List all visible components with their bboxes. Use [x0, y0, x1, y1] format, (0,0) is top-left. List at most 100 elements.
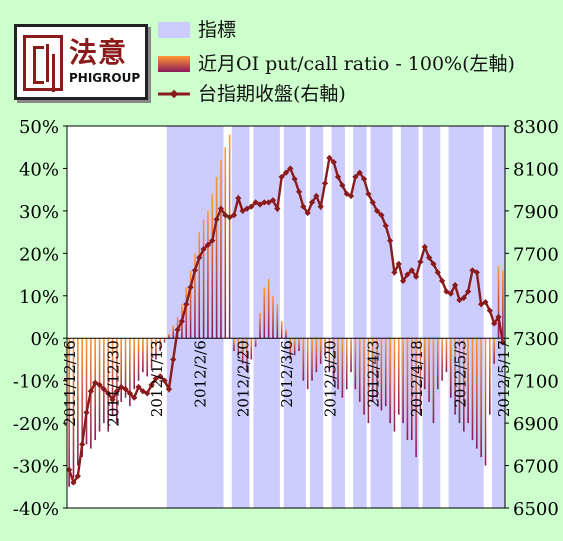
indicator-band	[361, 126, 367, 508]
futures-close-marker	[430, 260, 437, 268]
futures-close-marker	[226, 214, 233, 221]
indicator-band	[409, 126, 415, 508]
pcr-bar	[341, 338, 344, 398]
pcr-bar	[111, 338, 114, 415]
legend-swatch-bar	[158, 56, 190, 72]
pcr-bar	[402, 338, 404, 424]
pcr-bar	[484, 338, 487, 466]
pcr-bar	[419, 338, 422, 415]
pcr-bar	[324, 338, 326, 356]
indicator-band	[171, 126, 176, 508]
pcr-bar	[328, 338, 331, 373]
futures-close-marker	[460, 294, 467, 302]
y-left-tick-label: -10%	[13, 372, 59, 393]
indicator-band	[283, 126, 289, 508]
plot-frame	[66, 125, 506, 509]
pcr-bar	[458, 338, 461, 424]
indicator-band	[301, 126, 306, 508]
futures-close-marker	[222, 212, 229, 219]
pcr-bar	[241, 338, 244, 364]
legend-label-line: 台指期收盤(右軸)	[198, 83, 346, 105]
legend-label-bar: 近月OI put/call ratio - 100%(左軸)	[198, 53, 515, 75]
legend-label-band: 指標	[198, 19, 237, 41]
pcr-bar	[285, 329, 287, 339]
indicator-band	[288, 126, 293, 508]
pcr-bar	[298, 338, 300, 351]
indicator-band	[422, 126, 428, 508]
futures-close-marker	[412, 273, 420, 280]
pcr-bar	[389, 338, 391, 424]
pcr-bar	[415, 338, 417, 458]
pcr-bar	[436, 338, 439, 390]
pcr-bar	[215, 176, 218, 339]
futures-close-marker	[478, 301, 485, 308]
logo-cn-text: 法意	[69, 36, 128, 69]
phigroup-logo: 法意 PHIGROUP	[14, 24, 148, 100]
pcr-bar	[358, 338, 361, 402]
futures-close-marker	[183, 301, 190, 308]
pcr-bar	[233, 338, 235, 351]
pcr-bar	[354, 338, 357, 390]
pcr-bar	[493, 338, 495, 364]
indicator-band	[400, 126, 406, 508]
indicator-band	[353, 126, 358, 508]
pcr-bar	[476, 338, 478, 449]
futures-close-marker	[313, 192, 320, 200]
pcr-bar	[332, 338, 335, 381]
futures-close-marker	[408, 267, 415, 274]
y-right-tick-label: 8300	[513, 117, 559, 138]
pcr-bar	[363, 338, 365, 415]
indicator-band	[374, 126, 380, 508]
indicator-band	[370, 126, 376, 508]
x-tick-label: 2012/4/3	[365, 340, 383, 407]
y-right-tick-label: 6900	[513, 414, 559, 435]
futures-close-marker	[495, 313, 502, 321]
pcr-bar	[380, 338, 383, 411]
pcr-bar	[432, 338, 435, 424]
indicator-band	[318, 126, 324, 508]
pcr-bar	[254, 338, 257, 347]
futures-close-marker	[425, 254, 433, 261]
x-tick-label: 2012/2/6	[191, 340, 209, 407]
pcr-bar	[159, 338, 162, 351]
indicator-band	[166, 126, 172, 508]
pcr-bar	[246, 338, 248, 373]
futures-close-marker	[486, 307, 493, 314]
pcr-bar	[428, 338, 430, 402]
y-left-tick-label: 20%	[19, 244, 59, 265]
x-tick-label: 2012/5/17	[495, 340, 513, 417]
futures-close-marker	[235, 195, 242, 202]
futures-close-marker	[469, 267, 476, 274]
y-left-tick-label: -40%	[13, 499, 59, 520]
futures-close-marker	[386, 237, 394, 244]
indicator-band	[413, 126, 419, 508]
pcr-bar	[376, 338, 378, 398]
pcr-bar	[406, 338, 409, 441]
pcr-bar	[289, 338, 292, 360]
pcr-bar	[129, 338, 131, 407]
pcr-bar	[194, 253, 196, 339]
legend-swatch-line	[158, 89, 190, 99]
futures-close-marker	[499, 339, 506, 346]
pcr-bar	[445, 338, 448, 373]
pcr-bar	[133, 338, 136, 390]
x-tick-label: 2012/2/20	[235, 340, 253, 417]
y-right-tick-label: 7300	[513, 329, 559, 350]
pcr-bar	[272, 295, 274, 339]
indicator-band	[448, 126, 454, 508]
y-right-tick-label: 7100	[513, 372, 559, 393]
pcr-bar	[72, 338, 75, 479]
pcr-bar	[345, 338, 348, 390]
futures-close-marker	[343, 190, 350, 198]
indicator-band	[331, 126, 337, 508]
pcr-bar	[302, 338, 305, 381]
indicator-band	[387, 126, 393, 508]
indicator-band	[253, 126, 259, 508]
futures-close-marker	[365, 190, 372, 198]
pcr-bar	[168, 333, 170, 339]
pcr-bar	[202, 219, 205, 339]
pcr-bar	[68, 338, 70, 487]
pcr-bar	[237, 338, 240, 356]
pcr-bar	[211, 193, 214, 339]
